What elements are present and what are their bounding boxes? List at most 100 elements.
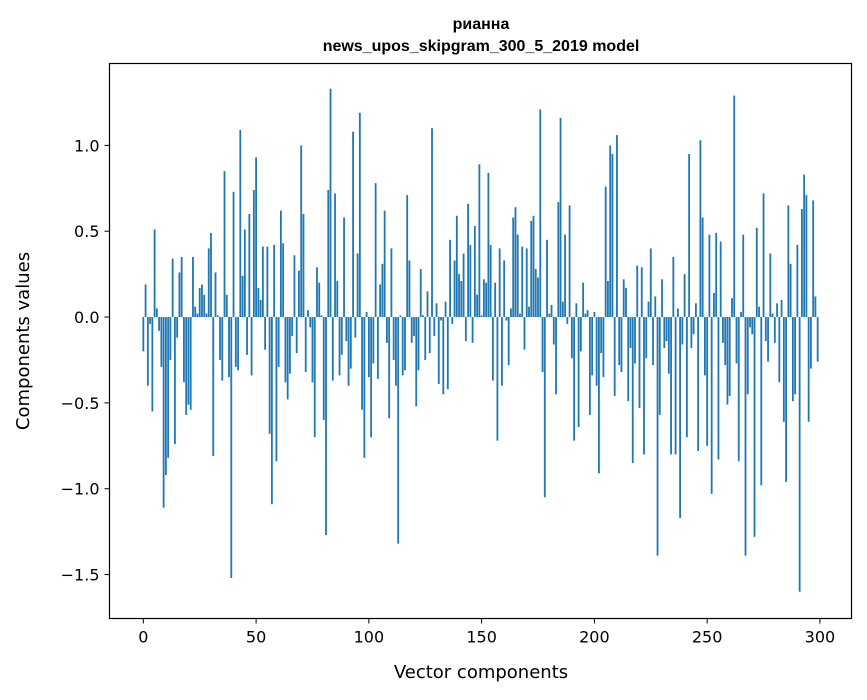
bar-208 xyxy=(611,153,614,318)
bar-281 xyxy=(776,303,778,318)
bar-178 xyxy=(543,317,546,498)
bar-297 xyxy=(812,200,815,318)
bar-204 xyxy=(602,317,605,378)
bar-254 xyxy=(715,232,718,318)
bar-263 xyxy=(735,317,738,364)
bar-102 xyxy=(372,317,375,364)
bar-214 xyxy=(625,287,627,318)
bar-32 xyxy=(214,272,217,318)
bar-103 xyxy=(374,183,377,318)
bar-104 xyxy=(376,317,379,379)
bar-119 xyxy=(410,317,413,343)
bar-167 xyxy=(519,313,521,318)
bar-68 xyxy=(295,317,298,354)
bar-111 xyxy=(392,317,395,360)
bar-268 xyxy=(746,317,749,395)
y-tick-label: −1.5 xyxy=(61,566,100,585)
y-tick-label: −0.5 xyxy=(61,394,100,413)
bar-57 xyxy=(270,317,273,505)
bar-77 xyxy=(316,267,318,318)
bar-63 xyxy=(284,317,287,383)
bar-215 xyxy=(627,317,630,402)
bar-288 xyxy=(791,317,794,402)
bar-31 xyxy=(212,317,215,457)
bar-229 xyxy=(658,317,661,415)
bar-203 xyxy=(600,317,603,354)
bar-134 xyxy=(444,301,447,318)
bar-17 xyxy=(180,256,183,318)
bar-159 xyxy=(501,317,503,386)
bar-269 xyxy=(749,317,751,328)
bar-52 xyxy=(259,299,262,318)
bar-209 xyxy=(613,317,616,397)
bar-81 xyxy=(325,317,327,536)
bar-145 xyxy=(469,244,472,318)
bar-158 xyxy=(498,248,501,318)
bar-90 xyxy=(345,317,348,342)
x-tick-label: 200 xyxy=(579,628,610,647)
bar-243 xyxy=(690,317,693,348)
bar-142 xyxy=(462,253,465,318)
bar-253 xyxy=(713,293,715,318)
y-tick-label: 0.5 xyxy=(74,222,99,241)
bar-0 xyxy=(142,317,145,352)
bar-275 xyxy=(762,193,765,318)
bar-240 xyxy=(683,274,686,318)
bar-40 xyxy=(232,191,235,318)
bar-227 xyxy=(654,296,657,318)
bar-199 xyxy=(591,317,594,376)
chart-title-line-1: рианна xyxy=(453,16,510,33)
bar-160 xyxy=(503,260,506,318)
bar-176 xyxy=(539,109,542,318)
bar-131 xyxy=(437,317,440,385)
bar-164 xyxy=(512,217,515,318)
bar-132 xyxy=(440,317,442,321)
bar-85 xyxy=(334,193,336,318)
bar-41 xyxy=(234,317,237,367)
bar-200 xyxy=(593,311,596,318)
bar-50 xyxy=(255,157,257,318)
bar-162 xyxy=(507,317,510,366)
bar-118 xyxy=(408,260,411,318)
bar-115 xyxy=(401,317,404,376)
bar-168 xyxy=(521,246,524,318)
bar-256 xyxy=(719,241,722,318)
bar-114 xyxy=(399,315,402,318)
bar-3 xyxy=(149,317,151,324)
bar-14 xyxy=(174,317,176,445)
bar-44 xyxy=(241,275,244,318)
bar-82 xyxy=(327,190,330,318)
bar-146 xyxy=(471,317,474,343)
bar-39 xyxy=(230,317,233,578)
bar-23 xyxy=(194,306,197,318)
bar-105 xyxy=(379,284,382,318)
bar-247 xyxy=(699,140,702,318)
bar-190 xyxy=(570,317,573,359)
bar-156 xyxy=(494,282,497,318)
bar-45 xyxy=(243,229,246,318)
bar-249 xyxy=(704,317,706,376)
bar-238 xyxy=(679,317,681,518)
plot-frame xyxy=(108,62,853,620)
bar-10 xyxy=(164,317,167,475)
bar-78 xyxy=(318,282,321,318)
bar-189 xyxy=(568,205,571,318)
bar-170 xyxy=(525,248,528,318)
bar-245 xyxy=(694,303,697,318)
bar-271 xyxy=(753,317,756,537)
bar-130 xyxy=(435,303,438,318)
bar-181 xyxy=(550,305,553,318)
bar-106 xyxy=(381,263,384,318)
bar-196 xyxy=(584,313,587,318)
bar-161 xyxy=(505,317,508,321)
bar-73 xyxy=(307,310,309,318)
y-tick-label: 0.0 xyxy=(74,308,99,327)
bar-51 xyxy=(257,287,260,318)
bar-110 xyxy=(390,248,393,318)
bar-169 xyxy=(523,317,526,350)
bar-53 xyxy=(261,246,264,318)
bar-234 xyxy=(670,317,672,455)
bar-122 xyxy=(417,317,420,371)
bar-276 xyxy=(764,317,767,342)
